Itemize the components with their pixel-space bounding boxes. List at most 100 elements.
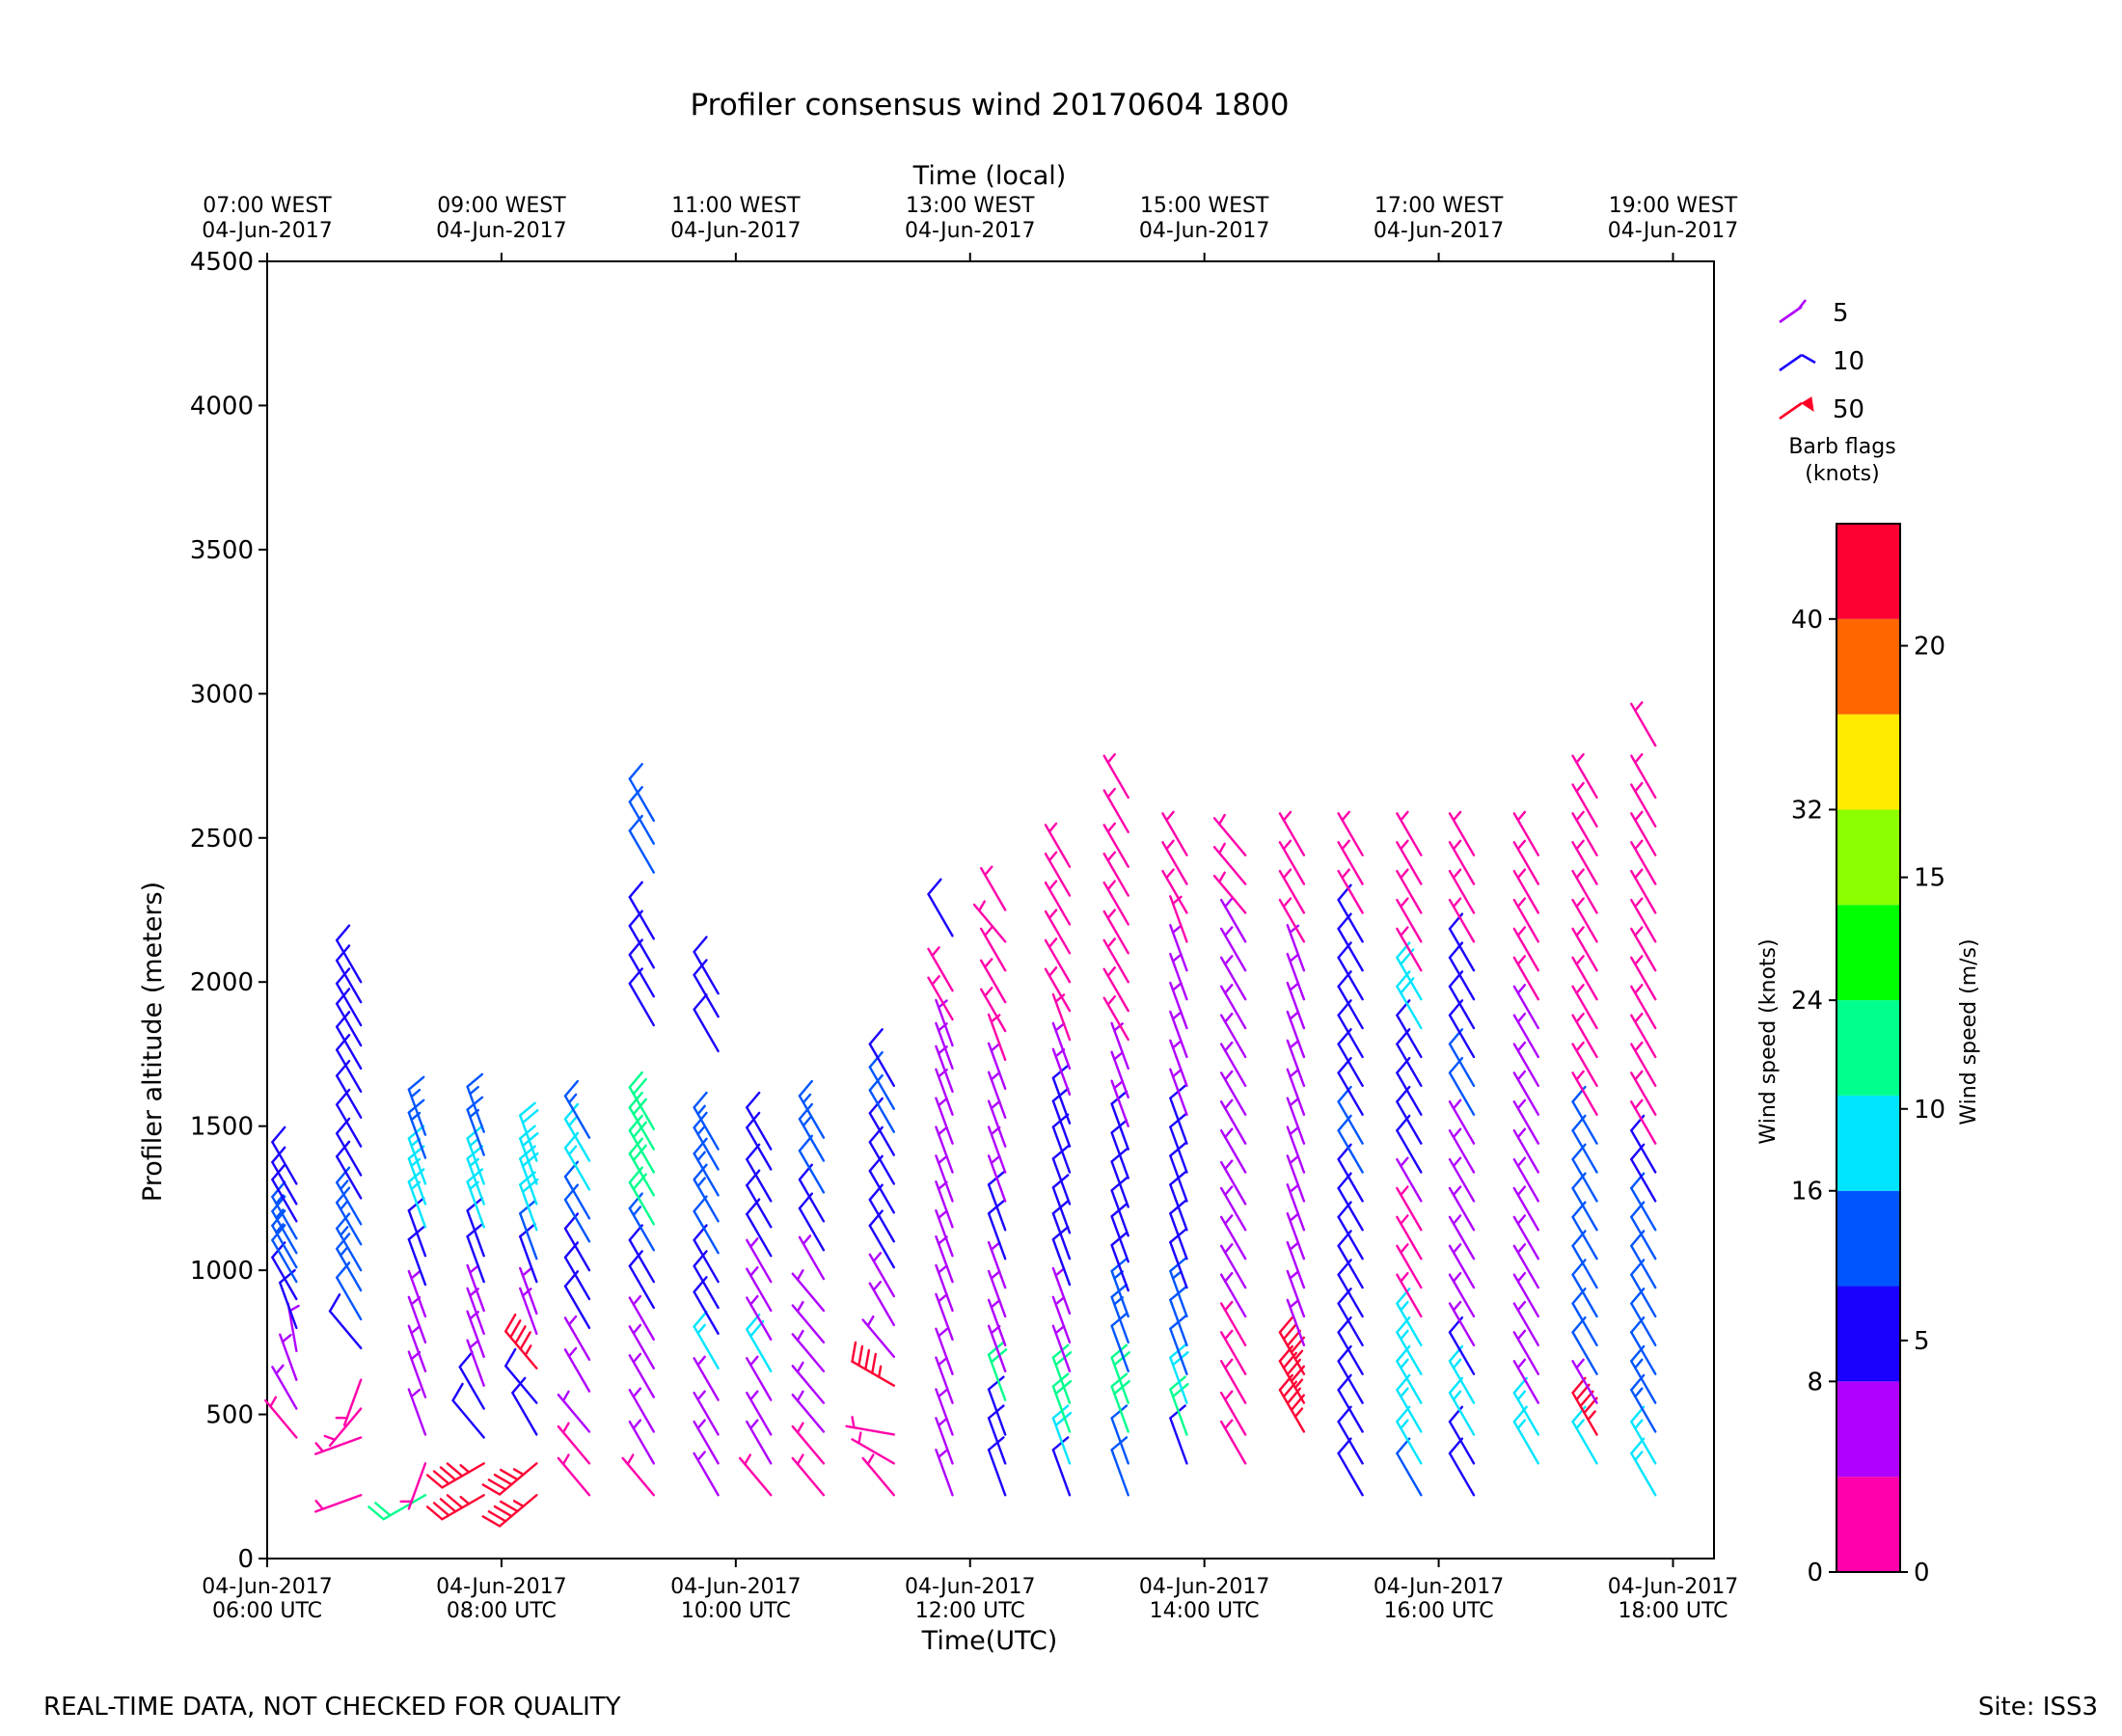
wind-barb	[1102, 822, 1129, 868]
barb-shaft	[335, 1002, 363, 1047]
barb-half-tick	[1282, 839, 1292, 851]
wind-barb	[1571, 1358, 1598, 1404]
barb-half-tick	[1223, 897, 1234, 909]
colorbar-tick-label-knots: 40	[1791, 606, 1823, 635]
barb-half-tick	[990, 1099, 1001, 1110]
barb-shaft	[335, 1131, 363, 1177]
barb-half-tick	[1634, 781, 1644, 793]
site-label: Site: ISS3	[1978, 1693, 2098, 1722]
barb-half-tick	[1400, 1329, 1409, 1341]
wind-barb	[1512, 810, 1540, 856]
legend-label: 5	[1833, 299, 1849, 328]
wind-barb	[851, 1341, 895, 1387]
barb-full-tick	[693, 1091, 708, 1109]
wind-barb	[1286, 1154, 1306, 1203]
barb-shaft	[1337, 1186, 1364, 1232]
barb-shaft	[1110, 1324, 1129, 1372]
barb-full-tick	[335, 1140, 351, 1158]
barb-half-tick	[1217, 813, 1226, 826]
barb-full-tick	[1051, 1087, 1070, 1102]
barb-shaft	[335, 982, 363, 1027]
wind-barb	[1337, 839, 1364, 885]
x-tick-label: 06:00 UTC	[212, 1599, 322, 1623]
wind-barb	[1396, 868, 1423, 914]
barb-half-tick	[1217, 871, 1226, 883]
wind-barb	[628, 1114, 656, 1174]
wind-barb	[557, 1422, 591, 1465]
barb-half-tick	[512, 1500, 525, 1508]
barb-half-tick	[937, 1154, 948, 1165]
wind-barb	[693, 1419, 720, 1465]
barb-half-tick	[851, 1416, 856, 1429]
colorbar-band	[1836, 1477, 1900, 1572]
barb-full-tick	[628, 1250, 643, 1267]
barb-half-tick	[1634, 868, 1644, 880]
wind-barb	[1051, 1266, 1072, 1316]
barb-half-tick	[1575, 1070, 1585, 1081]
barb-shaft	[1337, 1420, 1364, 1465]
barb-shaft	[693, 1238, 720, 1284]
barb-half-tick	[1106, 787, 1116, 799]
barb-shaft	[868, 1066, 895, 1110]
wind-barb	[798, 1079, 826, 1139]
wind-barb	[1286, 1126, 1306, 1174]
wind-barb	[1571, 810, 1598, 856]
barb-half-tick	[1575, 752, 1585, 764]
wind-barb	[1161, 868, 1188, 914]
barb-full-tick	[335, 1212, 351, 1231]
barb-full-tick	[927, 878, 942, 896]
wind-barb	[1448, 1185, 1476, 1232]
wind-barb	[519, 1266, 538, 1316]
barb-full-tick	[798, 1102, 814, 1121]
barb-half-tick	[1516, 1070, 1527, 1081]
wind-barb	[693, 1310, 720, 1370]
barb-shaft	[1448, 1043, 1476, 1088]
wind-barb	[557, 1390, 591, 1433]
barb-half-tick	[512, 1468, 525, 1477]
x-tick-label: 04-Jun-2017	[1374, 1575, 1504, 1599]
barb-shaft	[1448, 1451, 1476, 1497]
barb-half-tick	[1452, 1185, 1462, 1197]
plot-area	[266, 260, 1715, 1560]
barb-half-tick	[1106, 880, 1116, 891]
barb-shaft	[693, 973, 720, 1018]
wind-barb	[1286, 1097, 1306, 1145]
barb-half-tick	[1400, 1358, 1409, 1370]
y-tick-label: 0	[237, 1545, 254, 1574]
barb-full-tick	[628, 1114, 643, 1132]
barb-shaft	[1337, 898, 1364, 943]
wind-barb	[693, 1355, 720, 1401]
wind-barb	[1630, 868, 1657, 914]
barb-half-tick	[802, 1234, 812, 1245]
barb-shaft	[279, 1281, 298, 1330]
barb-shaft	[271, 1256, 298, 1301]
wind-barb	[1044, 966, 1072, 1013]
barb-half-tick	[1217, 842, 1226, 854]
barb-full-tick	[864, 1348, 871, 1370]
barb-half-tick	[567, 1145, 578, 1156]
barb-half-tick	[937, 1449, 948, 1458]
wind-barb	[1396, 839, 1423, 885]
barb-full-tick	[425, 1474, 444, 1489]
barb-half-tick	[567, 1093, 578, 1104]
wind-barb	[628, 1071, 656, 1130]
barb-half-tick	[632, 1206, 642, 1217]
barb-half-tick	[937, 1264, 948, 1274]
barb-half-tick	[1171, 1011, 1183, 1020]
wind-barb	[861, 1453, 895, 1497]
wind-barb	[407, 1324, 427, 1372]
barb-half-tick	[872, 1280, 883, 1291]
wind-barb	[466, 1145, 485, 1206]
wind-barb	[628, 1137, 656, 1197]
wind-barb	[335, 1011, 363, 1071]
wind-barb	[1212, 842, 1247, 885]
barb-shaft	[563, 1256, 591, 1301]
barb-full-tick	[1054, 1351, 1073, 1367]
wind-barb	[1051, 1404, 1073, 1465]
barb-half-tick	[1634, 1012, 1644, 1023]
wind-barb	[927, 975, 954, 1021]
barb-half-tick	[1171, 1270, 1183, 1280]
wind-barb	[935, 1327, 954, 1375]
wind-barb	[628, 1352, 656, 1398]
wind-barb	[1512, 897, 1540, 943]
